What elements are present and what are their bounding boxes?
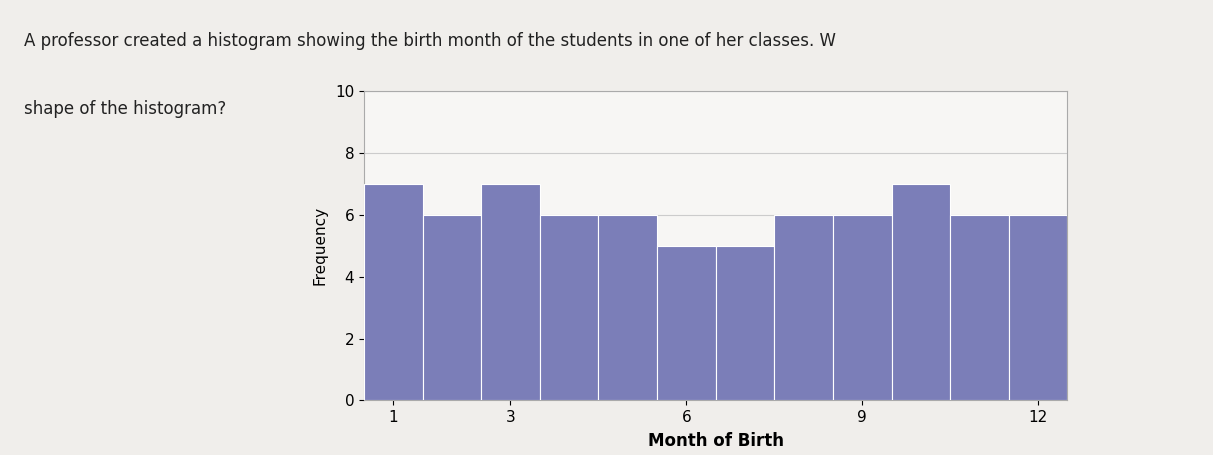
Bar (950, 215, 1009, 400)
X-axis label: Month of Birth: Month of Birth (648, 432, 784, 450)
Bar (1009, 215, 1067, 400)
Bar (540, 215, 598, 400)
Y-axis label: Frequency: Frequency (313, 206, 328, 285)
Bar (892, 184, 950, 400)
Bar (482, 184, 540, 400)
Bar (716, 246, 774, 400)
Bar (774, 215, 833, 400)
Bar (833, 215, 892, 400)
Bar (364, 184, 422, 400)
Bar (598, 215, 657, 400)
Bar (422, 215, 482, 400)
Text: A professor created a histogram showing the birth month of the students in one o: A professor created a histogram showing … (24, 32, 836, 50)
Text: shape of the histogram?: shape of the histogram? (24, 100, 227, 118)
Bar (657, 246, 716, 400)
